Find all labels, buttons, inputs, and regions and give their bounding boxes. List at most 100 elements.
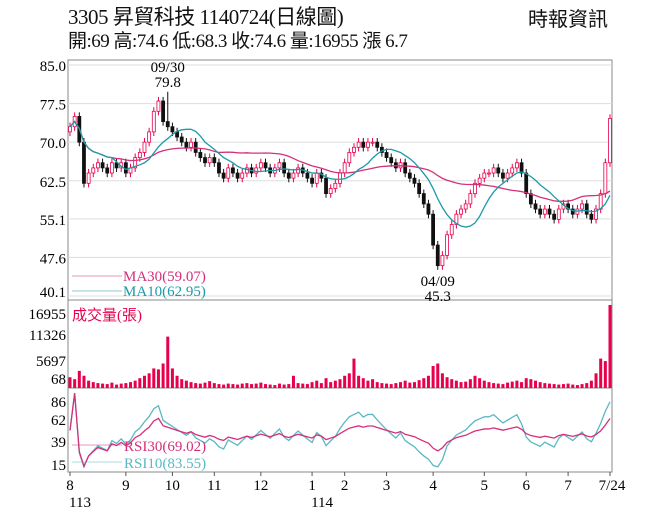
candle-body [491, 167, 496, 174]
candle-body [226, 167, 231, 179]
volume-bar [496, 383, 500, 388]
candle-body [263, 162, 268, 169]
candle-body [556, 208, 561, 220]
x-year-label: 113 [69, 495, 91, 511]
volume-bar [147, 373, 151, 388]
volume-bar [501, 384, 505, 388]
volume-bar [296, 383, 300, 388]
y-tick-label: 77.5 [40, 98, 66, 114]
volume-bar [599, 358, 603, 388]
volume-bar [212, 383, 216, 388]
volume-bar [506, 382, 510, 388]
volume-bar [580, 384, 584, 388]
volume-bar [520, 382, 524, 388]
volume-bar [333, 380, 337, 388]
volume-bar [431, 365, 435, 388]
candle-body [435, 244, 440, 267]
candle-body [412, 177, 417, 184]
candle-body [91, 167, 96, 174]
volume-bar [440, 373, 444, 388]
x-tick-label: 7 [564, 478, 572, 494]
y-tick-label: 39 [51, 435, 66, 451]
candle-body [179, 136, 184, 143]
volume-bar [492, 383, 496, 388]
volume-bar [594, 373, 598, 388]
volume-bar [198, 383, 202, 388]
x-tick-label: 5 [481, 478, 489, 494]
candle-body [82, 141, 86, 184]
volume-bar [264, 384, 268, 388]
rsi10-line [69, 393, 611, 469]
y-tick-label: 11326 [29, 328, 66, 344]
candle-body [207, 157, 212, 164]
candle-body [277, 162, 282, 169]
x-tick-label: 11 [207, 478, 221, 494]
y-tick-label: 85.0 [40, 59, 66, 75]
volume-bar [389, 384, 393, 388]
candle-body [217, 162, 221, 174]
candle-body [407, 172, 412, 179]
volume-bar [352, 358, 356, 388]
x-tick-label: 3 [383, 478, 391, 494]
candle-body [440, 254, 445, 267]
volume-bar [310, 382, 314, 388]
candle-body [463, 203, 468, 210]
candle-body [603, 162, 608, 195]
volume-bar [543, 383, 547, 388]
volume-bar [129, 382, 133, 388]
volume-bar [408, 382, 412, 388]
volume-bar [534, 380, 538, 388]
annotation-date: 04/09 [421, 274, 455, 290]
volume-bar [250, 384, 254, 388]
volume-bar [77, 370, 81, 388]
x-tick-label: 4 [429, 478, 437, 494]
volume-bar [268, 384, 272, 388]
volume-bar [189, 382, 193, 388]
candle-body [445, 234, 449, 256]
volume-bar [68, 377, 72, 388]
volume-bar [575, 385, 579, 388]
y-tick-label: 68 [51, 372, 66, 388]
legend-label: MA10(62.95) [123, 284, 206, 300]
candle-body [198, 152, 203, 159]
x-tick-label: 7/24 [599, 478, 626, 494]
volume-bar [287, 384, 291, 388]
volume-bar [399, 382, 403, 388]
volume-bar [91, 382, 95, 388]
candle-body [459, 208, 463, 215]
candle-body [114, 162, 119, 169]
x-tick-label: 9 [122, 478, 130, 494]
volume-bar [589, 380, 593, 388]
volume-bar [119, 383, 123, 388]
candle-body [505, 172, 510, 179]
volume-bar [436, 363, 440, 388]
volume-bar [371, 379, 375, 388]
volume-bar [557, 384, 561, 388]
y-tick-label: 70.0 [40, 136, 66, 152]
candle-body [533, 203, 538, 210]
x-tick-label: 8 [66, 478, 74, 494]
volume-bar [454, 380, 458, 388]
candle-body [147, 131, 152, 143]
candle-body [528, 193, 533, 205]
candle-body [417, 182, 422, 195]
volume-bar [464, 381, 468, 388]
volume-bar [361, 378, 365, 388]
legend-label: MA30(59.07) [123, 269, 206, 285]
ma30-line [69, 120, 611, 202]
candle-body [137, 152, 142, 159]
candle-body [370, 141, 375, 144]
candle-body [524, 172, 529, 195]
volume-bar [124, 383, 128, 388]
volume-bar [347, 373, 351, 388]
volume-bar [603, 361, 607, 388]
volume-bar [324, 378, 328, 388]
candle-body [421, 193, 426, 205]
candle-body [361, 141, 366, 148]
volume-bar [403, 380, 407, 388]
y-tick-label: 40.1 [40, 285, 66, 301]
volume-bar [254, 383, 258, 388]
candle-body [258, 162, 263, 169]
volume-bar [166, 336, 170, 388]
legend-label: RSI10(83.55) [124, 456, 206, 472]
